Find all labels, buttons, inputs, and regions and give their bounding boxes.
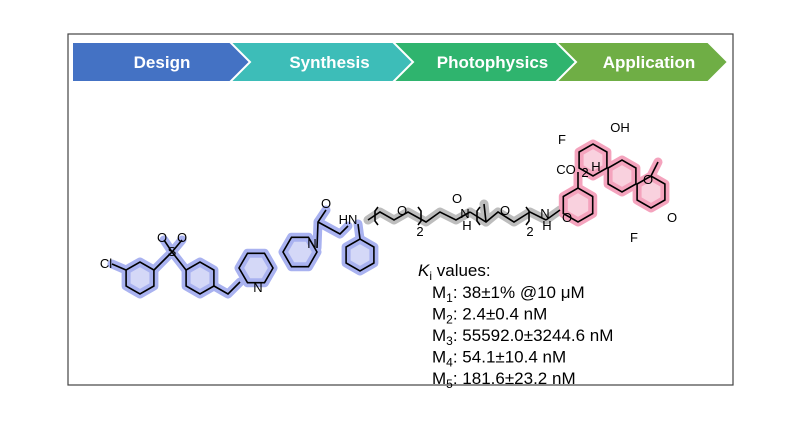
bond — [163, 239, 173, 253]
molecule — [111, 143, 666, 295]
ki-line: M2: 2.4±0.4 nM — [432, 305, 547, 327]
bracket — [374, 206, 530, 226]
stage-label: Design — [134, 53, 191, 72]
text: : 54.1±10.4 nM — [453, 348, 566, 367]
text: : 55592.0±3244.6 nM — [453, 326, 614, 345]
bond — [545, 209, 561, 221]
atom-label: N — [540, 206, 549, 221]
atom-label: O — [500, 203, 510, 218]
atom-label: O — [321, 196, 331, 211]
atom-label: 2 — [526, 224, 533, 239]
ring — [282, 236, 318, 268]
bond — [357, 223, 361, 240]
symbol: M — [432, 326, 446, 345]
ki-line: M1: 38±1% @10 μM — [432, 283, 585, 305]
atom-label: O — [397, 203, 407, 218]
atom-label: O — [157, 230, 167, 245]
symbol: K — [418, 261, 430, 280]
symbol: M — [432, 305, 446, 324]
atom-label: O — [177, 230, 187, 245]
stage-label: Application — [603, 53, 696, 72]
atom-label: F — [630, 230, 638, 245]
bond — [469, 211, 547, 223]
ring — [125, 261, 155, 295]
atom-label: H — [462, 218, 471, 233]
atom-label: N — [253, 280, 262, 295]
stage-chevron — [553, 41, 730, 83]
atom-label: CO — [556, 162, 576, 177]
stage-label: Synthesis — [289, 53, 369, 72]
symbol: M — [432, 283, 446, 302]
atom-label: O — [667, 210, 677, 225]
atom-label: 2 — [416, 224, 423, 239]
ring — [578, 143, 608, 177]
subscript: 1 — [446, 291, 453, 305]
ring — [562, 187, 594, 223]
ki-line: M3: 55592.0±3244.6 nM — [432, 326, 613, 348]
ring — [345, 238, 375, 272]
atom-label: F — [558, 132, 566, 147]
atom-label: 2 — [581, 165, 588, 180]
atom-label: H — [542, 218, 551, 233]
ring — [636, 175, 666, 209]
atom-label: H — [591, 159, 600, 174]
bond — [171, 239, 183, 253]
ring — [185, 261, 215, 295]
ki-line: Ki values: — [418, 261, 491, 283]
symbol: M — [432, 369, 446, 388]
atom-label: O — [452, 191, 462, 206]
subscript: 3 — [446, 334, 453, 348]
atom-label: OH — [610, 120, 630, 135]
subscript: 2 — [446, 313, 453, 327]
subscript: 5 — [446, 377, 453, 391]
ki-line: M4: 54.1±10.4 nM — [432, 348, 566, 370]
subscript: i — [429, 269, 432, 283]
frame — [67, 33, 734, 386]
atom-label: S — [168, 244, 177, 259]
subscript: 4 — [446, 356, 453, 370]
bond — [153, 250, 187, 271]
bond — [650, 161, 659, 177]
atom-label: N — [307, 236, 316, 251]
atom-label: O — [562, 210, 572, 225]
atom-label: Cl — [100, 256, 112, 271]
ki-line: M5: 181.6±23.2 nM — [432, 369, 576, 391]
text: : 38±1% @10 μM — [453, 283, 585, 302]
atom-label: N — [460, 206, 469, 221]
stage-label: Photophysics — [437, 53, 548, 72]
atom-label: O — [643, 172, 653, 187]
bond — [367, 211, 471, 223]
atom-label: HN — [339, 212, 358, 227]
bond — [111, 263, 127, 271]
text: values: — [432, 261, 491, 280]
bond — [483, 203, 487, 223]
bond — [317, 221, 349, 235]
ring — [238, 252, 274, 284]
bond — [213, 281, 241, 295]
symbol: M — [432, 348, 446, 367]
text: : 2.4±0.4 nM — [453, 305, 547, 324]
text: : 181.6±23.2 nM — [453, 369, 576, 388]
ring — [607, 159, 637, 193]
